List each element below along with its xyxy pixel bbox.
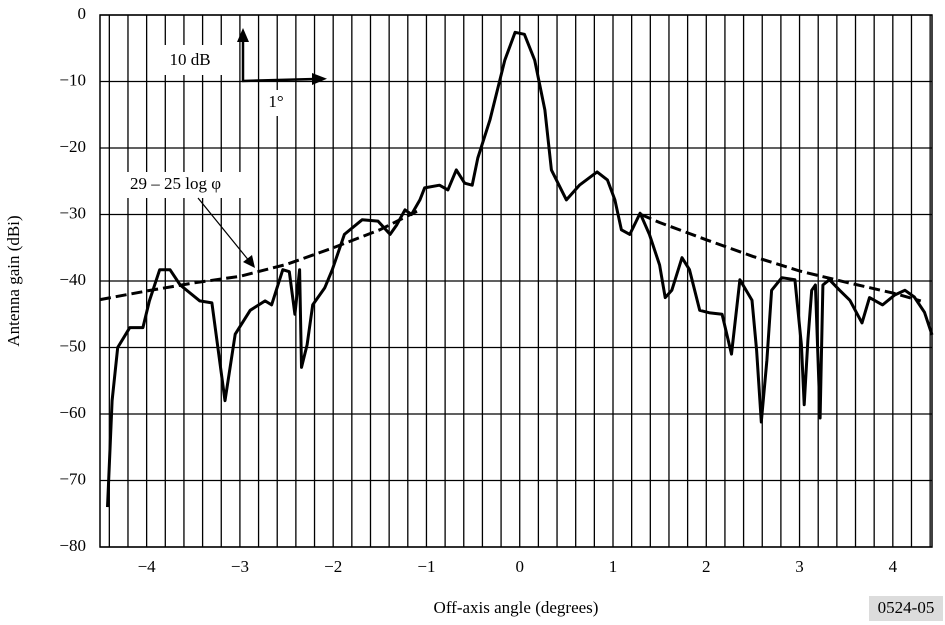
x-tick-label: 4 (889, 557, 898, 576)
scale-arrow (241, 77, 316, 83)
annotation-background (125, 172, 245, 198)
code-background (869, 596, 943, 621)
inset-background (150, 45, 230, 75)
y-tick-label: −50 (59, 336, 86, 355)
x-tick-label: 2 (702, 557, 711, 576)
y-tick-label: −40 (59, 270, 86, 289)
inset-background (262, 90, 292, 116)
y-tick-label: −70 (59, 469, 86, 488)
arrow-head (237, 28, 249, 42)
x-tick-label: −1 (417, 557, 435, 576)
y-tick-label: −80 (59, 536, 86, 555)
annotation-arrow (197, 197, 251, 263)
y-tick-label: −10 (59, 70, 86, 89)
x-tick-label: −3 (231, 557, 249, 576)
x-tick-label: 1 (609, 557, 618, 576)
y-tick-label: −30 (59, 203, 86, 222)
envelope-label: 29 – 25 log φ (130, 174, 221, 193)
scale-label: 10 dB (169, 50, 210, 69)
y-tick-label: 0 (78, 4, 87, 23)
scale-label: 1° (268, 92, 283, 111)
gain-line (106, 30, 934, 508)
x-tick-label: 3 (795, 557, 804, 576)
x-axis-label: Off-axis angle (degrees) (434, 598, 599, 617)
arrow-head (243, 255, 255, 268)
envelope-line (99, 209, 922, 303)
x-tick-label: −4 (138, 557, 157, 576)
x-tick-label: −2 (324, 557, 342, 576)
y-axis-label: Antenna gain (dBi) (4, 215, 23, 346)
y-tick-label: −60 (59, 403, 86, 422)
y-tick-label: −20 (59, 137, 86, 156)
plot-border (99, 14, 933, 548)
arrow-head (312, 73, 327, 85)
x-tick-label: 0 (515, 557, 524, 576)
figure-code: 0524-05 (878, 598, 935, 617)
